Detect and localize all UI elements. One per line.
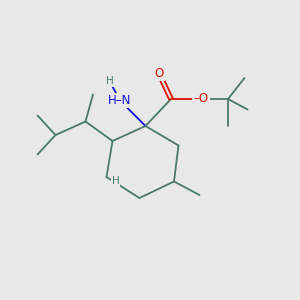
Text: H–N: H–N xyxy=(108,94,132,107)
Text: H: H xyxy=(106,76,113,86)
Text: H: H xyxy=(112,176,119,187)
Text: O: O xyxy=(154,67,164,80)
Text: –O: –O xyxy=(194,92,208,106)
